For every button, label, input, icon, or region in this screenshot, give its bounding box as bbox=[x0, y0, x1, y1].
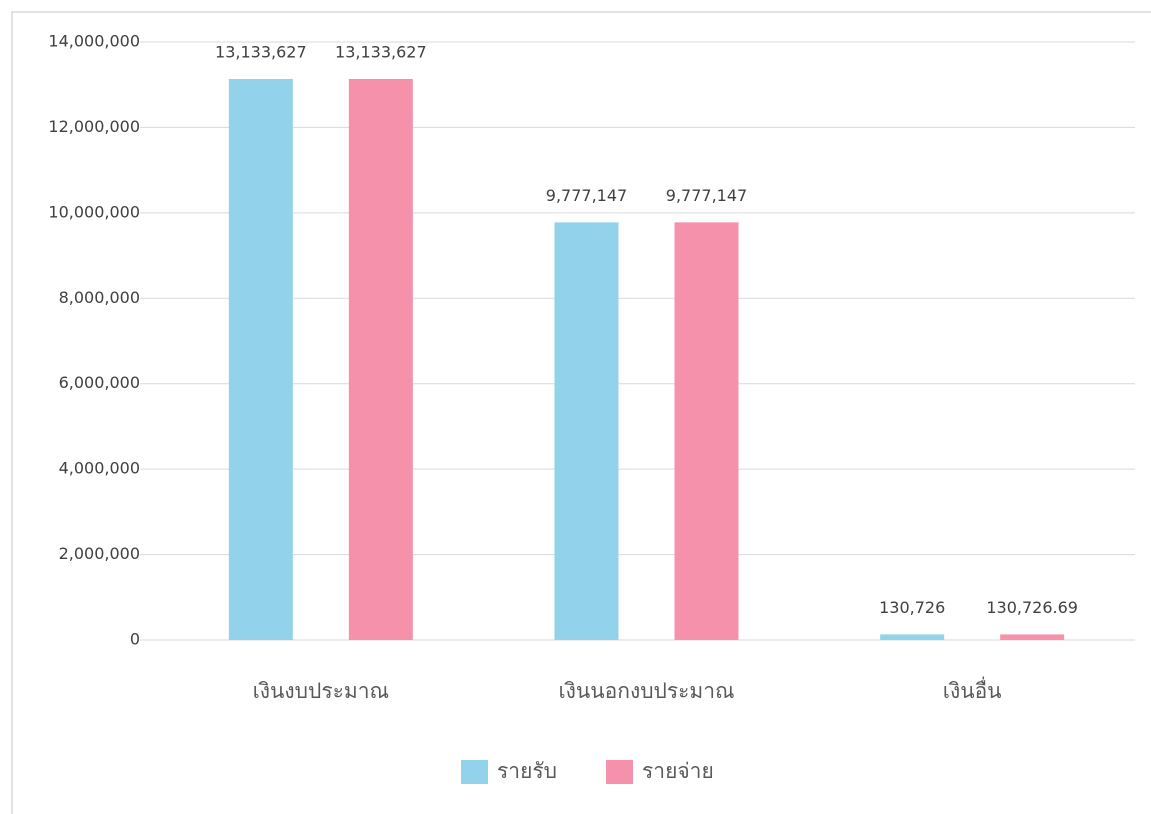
y-tick-label: 12,000,000 bbox=[48, 117, 140, 136]
data-label: 9,777,147 bbox=[666, 186, 747, 205]
x-tick-label: เงินงบประมาณ bbox=[253, 679, 389, 703]
y-tick-label: 2,000,000 bbox=[59, 544, 140, 563]
y-tick-label: 14,000,000 bbox=[48, 32, 140, 51]
x-tick-label: เงินนอกงบประมาณ bbox=[558, 679, 734, 703]
bar bbox=[228, 79, 293, 641]
bar bbox=[554, 222, 619, 640]
y-tick-label: 0 bbox=[130, 630, 140, 649]
y-tick-label: 10,000,000 bbox=[48, 202, 140, 221]
data-label: 130,726 bbox=[879, 598, 945, 617]
y-tick-label: 6,000,000 bbox=[59, 373, 140, 392]
y-tick-label: 8,000,000 bbox=[59, 288, 140, 307]
data-label: 13,133,627 bbox=[215, 43, 307, 62]
data-label: 130,726.69 bbox=[986, 598, 1078, 617]
legend-label: รายรับ bbox=[497, 759, 557, 783]
bar bbox=[348, 79, 413, 641]
bar bbox=[674, 222, 739, 640]
bar bbox=[1000, 634, 1065, 640]
legend-label: รายจ่าย bbox=[642, 759, 714, 783]
y-tick-label: 4,000,000 bbox=[59, 459, 140, 478]
data-label: 13,133,627 bbox=[335, 43, 427, 62]
legend-swatch bbox=[606, 760, 633, 784]
legend-swatch bbox=[461, 760, 488, 784]
bar bbox=[880, 634, 945, 640]
x-tick-label: เงินอื่น bbox=[943, 676, 1002, 703]
data-label: 9,777,147 bbox=[546, 186, 627, 205]
chart-border bbox=[11, 11, 1151, 814]
